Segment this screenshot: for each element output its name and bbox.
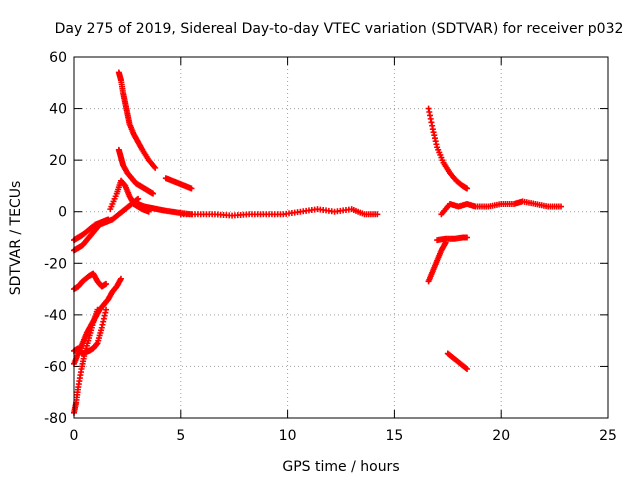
data-point	[150, 190, 157, 197]
data-point	[117, 275, 124, 282]
data-point	[374, 211, 381, 218]
data-point	[464, 185, 471, 192]
y-tick-label: -60	[44, 359, 67, 375]
x-axis-label: GPS time / hours	[282, 459, 399, 475]
series-arc-16	[444, 350, 471, 373]
data-point	[188, 185, 195, 192]
data-point	[462, 365, 469, 372]
plot-frame	[73, 56, 609, 419]
data-point	[558, 203, 565, 210]
series-arc-15	[434, 234, 471, 244]
data-point	[464, 234, 471, 241]
x-tick-label: 20	[492, 428, 510, 444]
data-point	[152, 164, 159, 171]
y-tick-label: 60	[49, 50, 67, 66]
x-tick-label: 10	[279, 428, 297, 444]
grid-lines	[74, 57, 608, 418]
series-arc-5	[71, 195, 142, 254]
data-points	[71, 69, 565, 416]
series-arc-3	[71, 306, 110, 357]
series-arc-9	[115, 146, 157, 197]
data-point	[103, 280, 110, 287]
x-tick-label: 5	[176, 428, 185, 444]
x-tick-label: 25	[599, 428, 617, 444]
y-tick-label: -20	[44, 256, 67, 272]
data-point	[135, 195, 142, 202]
y-tick-label: -40	[44, 308, 67, 324]
y-tick-label: 20	[49, 153, 67, 169]
data-point	[134, 196, 141, 203]
x-tick-label: 15	[385, 428, 403, 444]
series-arc-17	[438, 198, 565, 218]
x-tick-label: 0	[70, 428, 79, 444]
y-tick-label: 40	[49, 102, 67, 118]
axes: -80 -60 -40 -20 0 20 40 60 0 5 10 15 20 25	[44, 50, 617, 444]
y-axis-label: SDTVAR / TECUs	[8, 181, 24, 296]
data-point	[105, 216, 112, 223]
chart-title: Day 275 of 2019, Sidereal Day-to-day VTE…	[55, 21, 624, 37]
series-arc-10	[135, 200, 195, 218]
data-point	[464, 366, 471, 373]
series-arc-13	[425, 105, 471, 192]
series-arc-11	[162, 175, 195, 192]
series-arc-14	[425, 239, 449, 285]
series-arc-4	[71, 270, 110, 293]
y-tick-label: -80	[44, 411, 67, 427]
series-arc-8	[115, 69, 159, 171]
data-point	[103, 306, 110, 313]
series-arc-12	[177, 206, 381, 219]
y-tick-label: 0	[58, 205, 67, 221]
